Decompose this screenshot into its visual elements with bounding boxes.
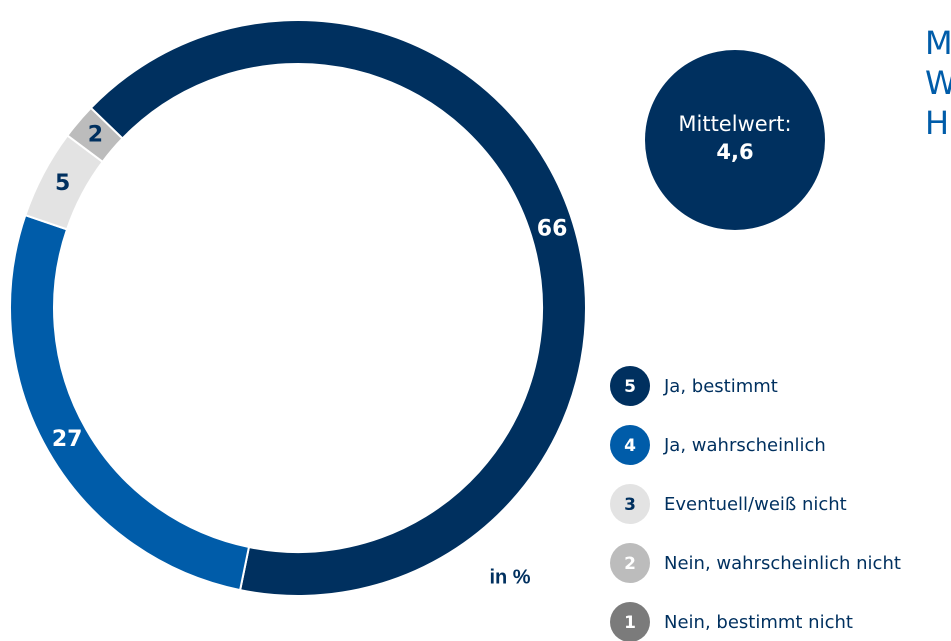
title-line: M: [925, 24, 951, 62]
legend-number: 5: [624, 377, 636, 397]
legend-label: Ja, bestimmt: [663, 376, 778, 397]
donut-segment: [9, 213, 251, 592]
mean-badge: [645, 50, 825, 230]
legend-label: Ja, wahrscheinlich: [663, 435, 826, 456]
unit-label: in %: [489, 566, 530, 588]
legend-number: 4: [624, 436, 636, 456]
data-label: 2: [88, 123, 103, 148]
donut-segment: [65, 106, 124, 164]
legend-label: Nein, wahrscheinlich nicht: [664, 553, 901, 574]
mean-label: Mittelwert:: [678, 112, 791, 136]
mean-value: 4,6: [716, 140, 753, 164]
legend-badge: [610, 602, 650, 641]
legend-number: 2: [624, 554, 636, 574]
donut-segment: [89, 19, 587, 597]
legend-badge: [610, 425, 650, 465]
legend-badge: [610, 366, 650, 406]
data-label: 27: [52, 427, 83, 452]
data-label: 5: [55, 171, 70, 196]
legend-label: Eventuell/weiß nicht: [664, 494, 847, 515]
legend-badge: [610, 543, 650, 583]
legend-label: Nein, bestimmt nicht: [664, 612, 853, 633]
title-line: W: [925, 64, 951, 102]
legend-number: 1: [624, 613, 636, 633]
title-line: H: [925, 104, 949, 142]
data-label: 66: [537, 216, 568, 241]
legend-number: 3: [624, 495, 636, 515]
legend-badge: [610, 484, 650, 524]
